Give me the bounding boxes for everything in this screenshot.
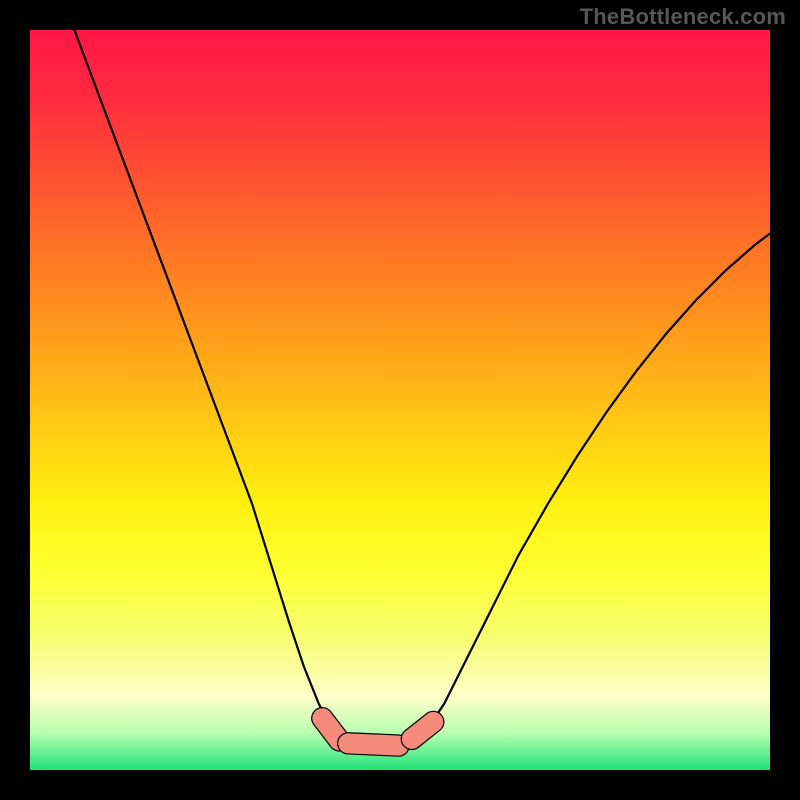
valley-marker [412, 722, 433, 739]
chart-canvas: TheBottleneck.com [0, 0, 800, 800]
valley-marker [322, 718, 339, 740]
watermark-text: TheBottleneck.com [580, 4, 786, 30]
valley-marker [348, 743, 398, 745]
plot-area [30, 30, 770, 770]
plot-svg [30, 30, 770, 770]
gradient-background [30, 30, 770, 770]
